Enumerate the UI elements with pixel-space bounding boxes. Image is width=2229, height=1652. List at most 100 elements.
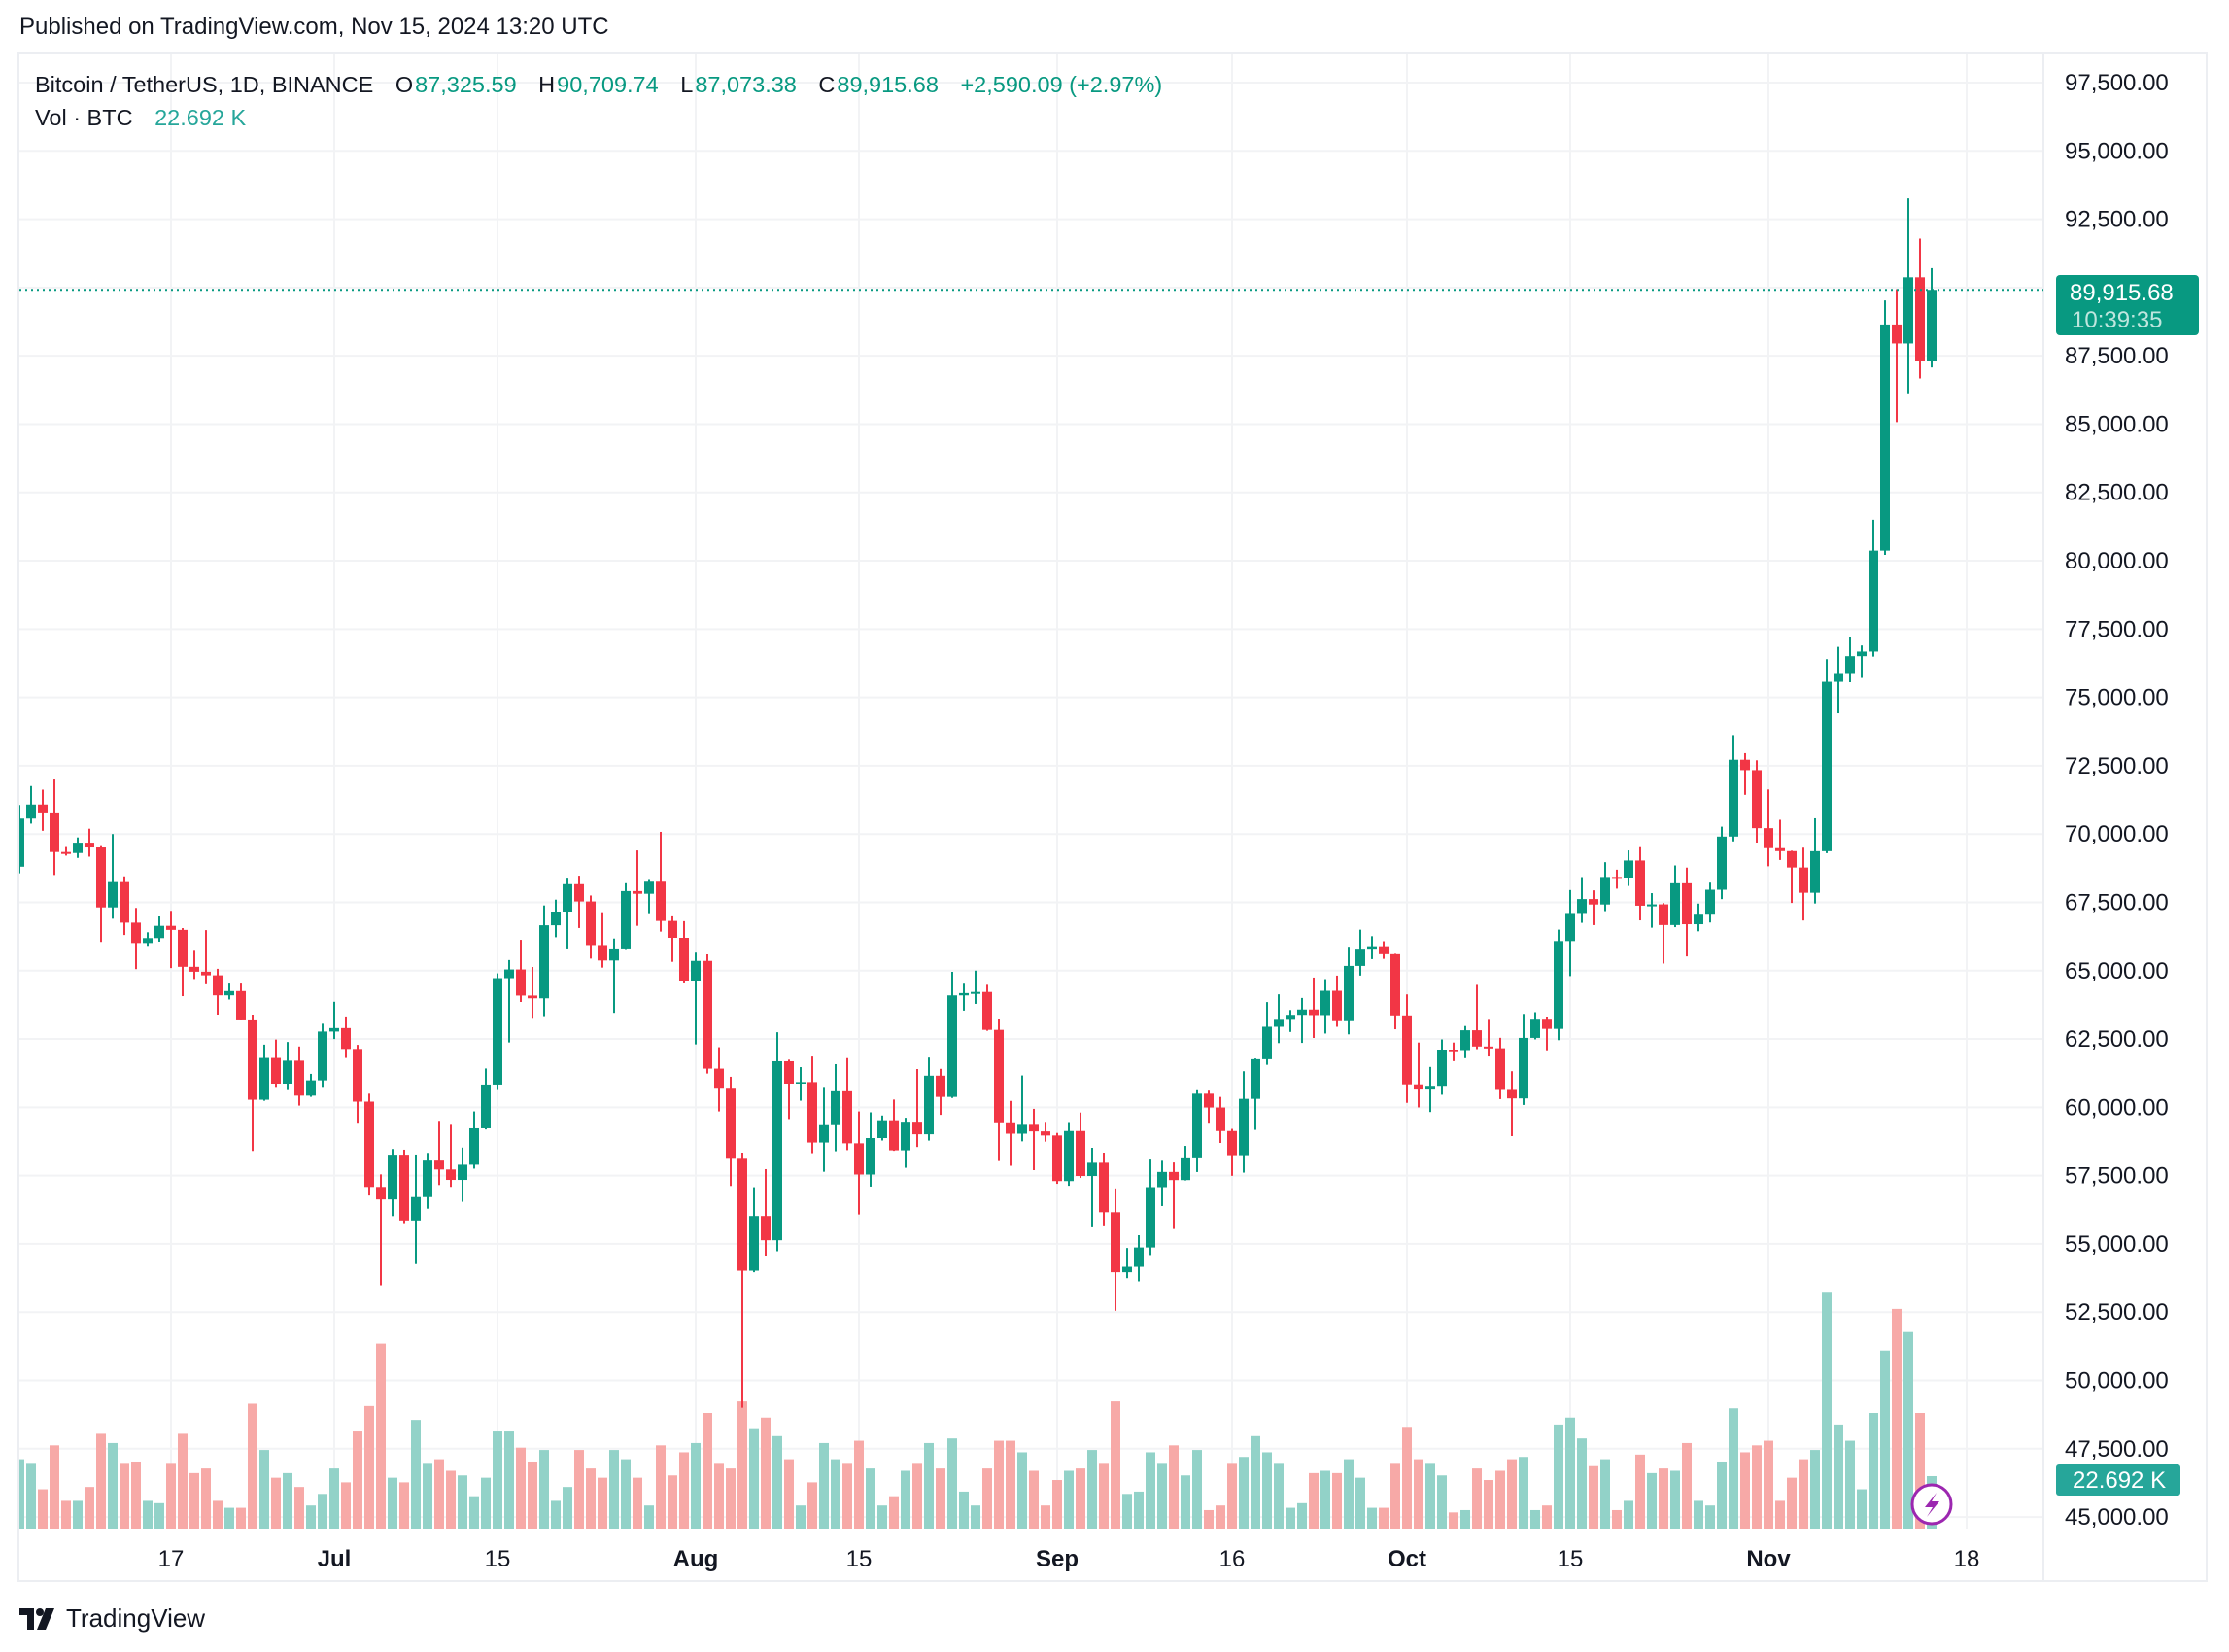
price-tick-label: 52,500.00 [2065, 1299, 2169, 1325]
candle-body [1111, 1212, 1120, 1273]
volume-bar [737, 1401, 747, 1529]
volume-bar [376, 1343, 386, 1529]
candle-body [1041, 1131, 1050, 1136]
candle [656, 831, 666, 932]
candle-body [633, 890, 642, 894]
volume-bar [1134, 1491, 1144, 1529]
price-tick-label: 82,500.00 [2065, 480, 2169, 506]
candle [621, 882, 631, 950]
low-label: L [680, 72, 694, 97]
time-tick-label: Nov [1746, 1546, 1791, 1572]
candle-body [761, 1216, 771, 1241]
price-tick-label: 62,500.00 [2065, 1026, 2169, 1052]
volume-bar [259, 1450, 269, 1529]
symbol-title[interactable]: Bitcoin / TetherUS, 1D, BINANCE [35, 72, 374, 97]
candle [842, 1057, 852, 1151]
time-tick-label: Jul [318, 1546, 352, 1572]
candle [1169, 1162, 1179, 1229]
candle-body [1880, 324, 1890, 551]
candle [959, 983, 969, 1011]
open-value: 87,325.59 [415, 72, 517, 97]
candle-body [61, 851, 71, 854]
volume-bar [1880, 1350, 1890, 1529]
candle [679, 920, 689, 983]
candle [1869, 519, 1878, 657]
volume-bar [528, 1461, 537, 1529]
candle-body [551, 912, 561, 926]
volume-bar [633, 1477, 642, 1529]
candle-body [1449, 1050, 1458, 1052]
candle-body [912, 1122, 922, 1135]
candle [994, 1019, 1004, 1161]
volume-bar [819, 1442, 829, 1529]
volume-bar [1577, 1438, 1587, 1529]
volume-bar [1589, 1465, 1598, 1529]
volume-bar [446, 1470, 456, 1529]
candle [819, 1087, 829, 1172]
candle [539, 905, 549, 1017]
candle-body [189, 966, 199, 972]
high-label: H [538, 72, 556, 97]
candle-body [1006, 1122, 1015, 1134]
volume-bar [516, 1447, 526, 1529]
lightning-icon[interactable] [1910, 1483, 1953, 1526]
candle [1332, 975, 1342, 1027]
volume-bar [1181, 1475, 1190, 1529]
candle-body [1624, 860, 1633, 878]
candle [784, 1059, 794, 1120]
time-tick-label: Oct [1388, 1546, 1426, 1572]
volume-label[interactable]: Vol · BTC [35, 105, 133, 130]
candle-body [831, 1090, 840, 1125]
candle-body [353, 1049, 362, 1102]
candle-body [1507, 1089, 1517, 1099]
time-axis: 17 Jul 15 Aug 15 Sep 16 Oct 15 Nov 18 [158, 1546, 1980, 1572]
candle [749, 1187, 759, 1273]
candle-body [1705, 889, 1715, 915]
volume-bar [1122, 1494, 1132, 1529]
candle [1647, 893, 1657, 928]
candle [889, 1099, 899, 1152]
volume-bar [1507, 1459, 1517, 1529]
candle-body [1857, 651, 1867, 657]
volume-bar [96, 1433, 106, 1529]
volume-bar [248, 1403, 257, 1529]
candle [1087, 1147, 1097, 1227]
volume-bar [189, 1472, 199, 1529]
volume-bar [1449, 1512, 1458, 1529]
volume-bar [1344, 1459, 1354, 1529]
candle-body [1437, 1050, 1447, 1087]
candle-body [283, 1060, 292, 1084]
volume-bar [493, 1431, 502, 1529]
volume-bar [1472, 1468, 1482, 1529]
candles [19, 198, 1937, 1408]
candle [1064, 1122, 1074, 1187]
tradingview-logo[interactable]: TradingView [19, 1603, 205, 1634]
volume-bar [1052, 1480, 1062, 1529]
volume-bar [1216, 1505, 1225, 1529]
volume-bar [458, 1475, 467, 1529]
volume-bar [1612, 1509, 1622, 1529]
volume-bar [1799, 1459, 1808, 1529]
volume-bar [831, 1459, 840, 1529]
candle [947, 972, 957, 1098]
volume-bar [574, 1450, 584, 1529]
candle-body [1390, 953, 1400, 1016]
candle [1041, 1122, 1050, 1142]
volume-bar [50, 1445, 59, 1529]
candle-body [1694, 914, 1703, 925]
volume-bar [201, 1468, 211, 1529]
candle-body [1076, 1130, 1085, 1177]
volume-bar [1286, 1507, 1295, 1529]
candle [1495, 1037, 1505, 1099]
candle-body [574, 883, 584, 902]
candle [1554, 929, 1563, 1041]
candle [1472, 984, 1482, 1050]
candle [1565, 889, 1575, 977]
candle-body [329, 1027, 339, 1032]
candle [1717, 826, 1727, 900]
volume-bar [1192, 1450, 1202, 1529]
candle-body [749, 1216, 759, 1271]
candle [1134, 1234, 1144, 1282]
volume-bar [901, 1470, 910, 1529]
